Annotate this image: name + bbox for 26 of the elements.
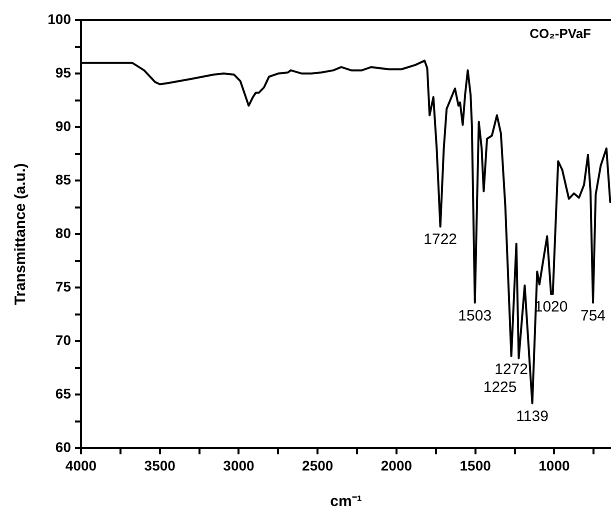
x-axis-title: cm⁻¹ [330, 493, 362, 510]
annotation: 1225 [483, 378, 517, 396]
y-tick-label: 60 [55, 439, 72, 456]
y-tick-label: 70 [55, 332, 72, 348]
annotation: 1139 [516, 408, 548, 425]
annotation: 1272 [494, 360, 528, 378]
y-tick-label: 95 [55, 64, 72, 80]
annotation: 1722 [424, 231, 458, 248]
y-tick-label: 85 [55, 171, 72, 188]
annotation: 1020 [534, 298, 568, 316]
y-tick-label: 75 [55, 278, 72, 294]
y-tick-label: 65 [55, 386, 72, 402]
annotation: 754 [580, 307, 606, 324]
annotation: 1503 [458, 307, 492, 324]
x-tick-label: 1000 [538, 457, 570, 474]
y-tick-label: 90 [55, 118, 72, 134]
y-tick-label: 80 [55, 224, 72, 241]
y-tick-label: 100 [48, 10, 72, 27]
x-tick-label: 2500 [302, 457, 334, 474]
text: CO₂-PVaF [530, 26, 592, 42]
x-tick-label: 4000 [65, 457, 97, 474]
y-axis-title: Transmittance (a.u.) [12, 163, 30, 305]
x-tick-label: 1500 [460, 457, 492, 474]
x-tick-label: 3000 [223, 457, 255, 474]
x-tick-label: 3500 [144, 457, 176, 474]
x-tick-label: 2000 [380, 457, 412, 474]
